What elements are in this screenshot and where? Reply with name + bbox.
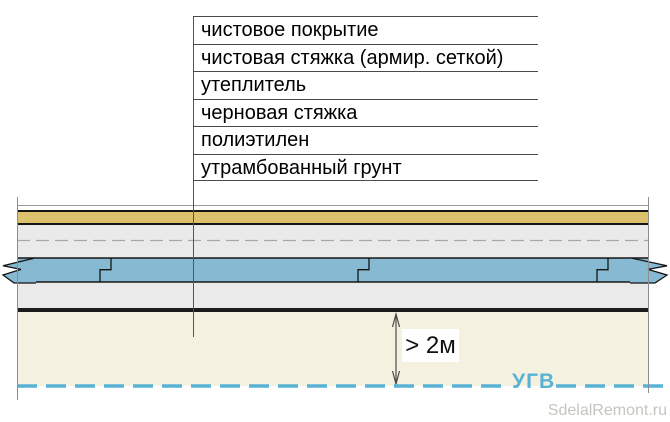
finish-screed-layer (17, 225, 648, 257)
layer-label-list: чистовое покрытие чистовая стяжка (армир… (193, 16, 538, 181)
finish-coating-underline (17, 223, 648, 225)
depth-dimension-label: > 2м (402, 329, 459, 362)
insulation-joint-2 (357, 258, 370, 282)
layer-label-insulation: утеплитель (193, 71, 538, 99)
layer-label-finish-coating: чистовое покрытие (193, 16, 538, 44)
layer-label-compacted-soil: утрамбованный грунт (193, 153, 538, 181)
break-symbol-left (3, 257, 36, 283)
groundwater-level-label: УГВ (512, 370, 556, 393)
section-border-left (17, 197, 18, 400)
section-border-right (648, 197, 649, 393)
finish-surface-line (17, 210, 648, 212)
layer-label-finish-screed: чистовая стяжка (армир. сеткой) (193, 43, 538, 72)
insulation-joint-1 (99, 258, 112, 282)
label-leader-line (193, 16, 194, 337)
site-watermark: SdelalRemont.ru (547, 402, 667, 419)
rough-screed-layer (17, 283, 648, 308)
insulation-layer (17, 257, 648, 283)
finish-coating-layer (17, 212, 648, 223)
layer-label-polyethylene: полиэтилен (193, 126, 538, 154)
polyethylene-layer (17, 307, 648, 312)
compacted-soil-area (17, 311, 648, 386)
break-symbol-left-outline (1, 257, 37, 284)
surface-top-line (17, 205, 648, 206)
layer-label-rough-screed: черновая стяжка (193, 98, 538, 127)
insulation-joint-3 (596, 258, 609, 282)
